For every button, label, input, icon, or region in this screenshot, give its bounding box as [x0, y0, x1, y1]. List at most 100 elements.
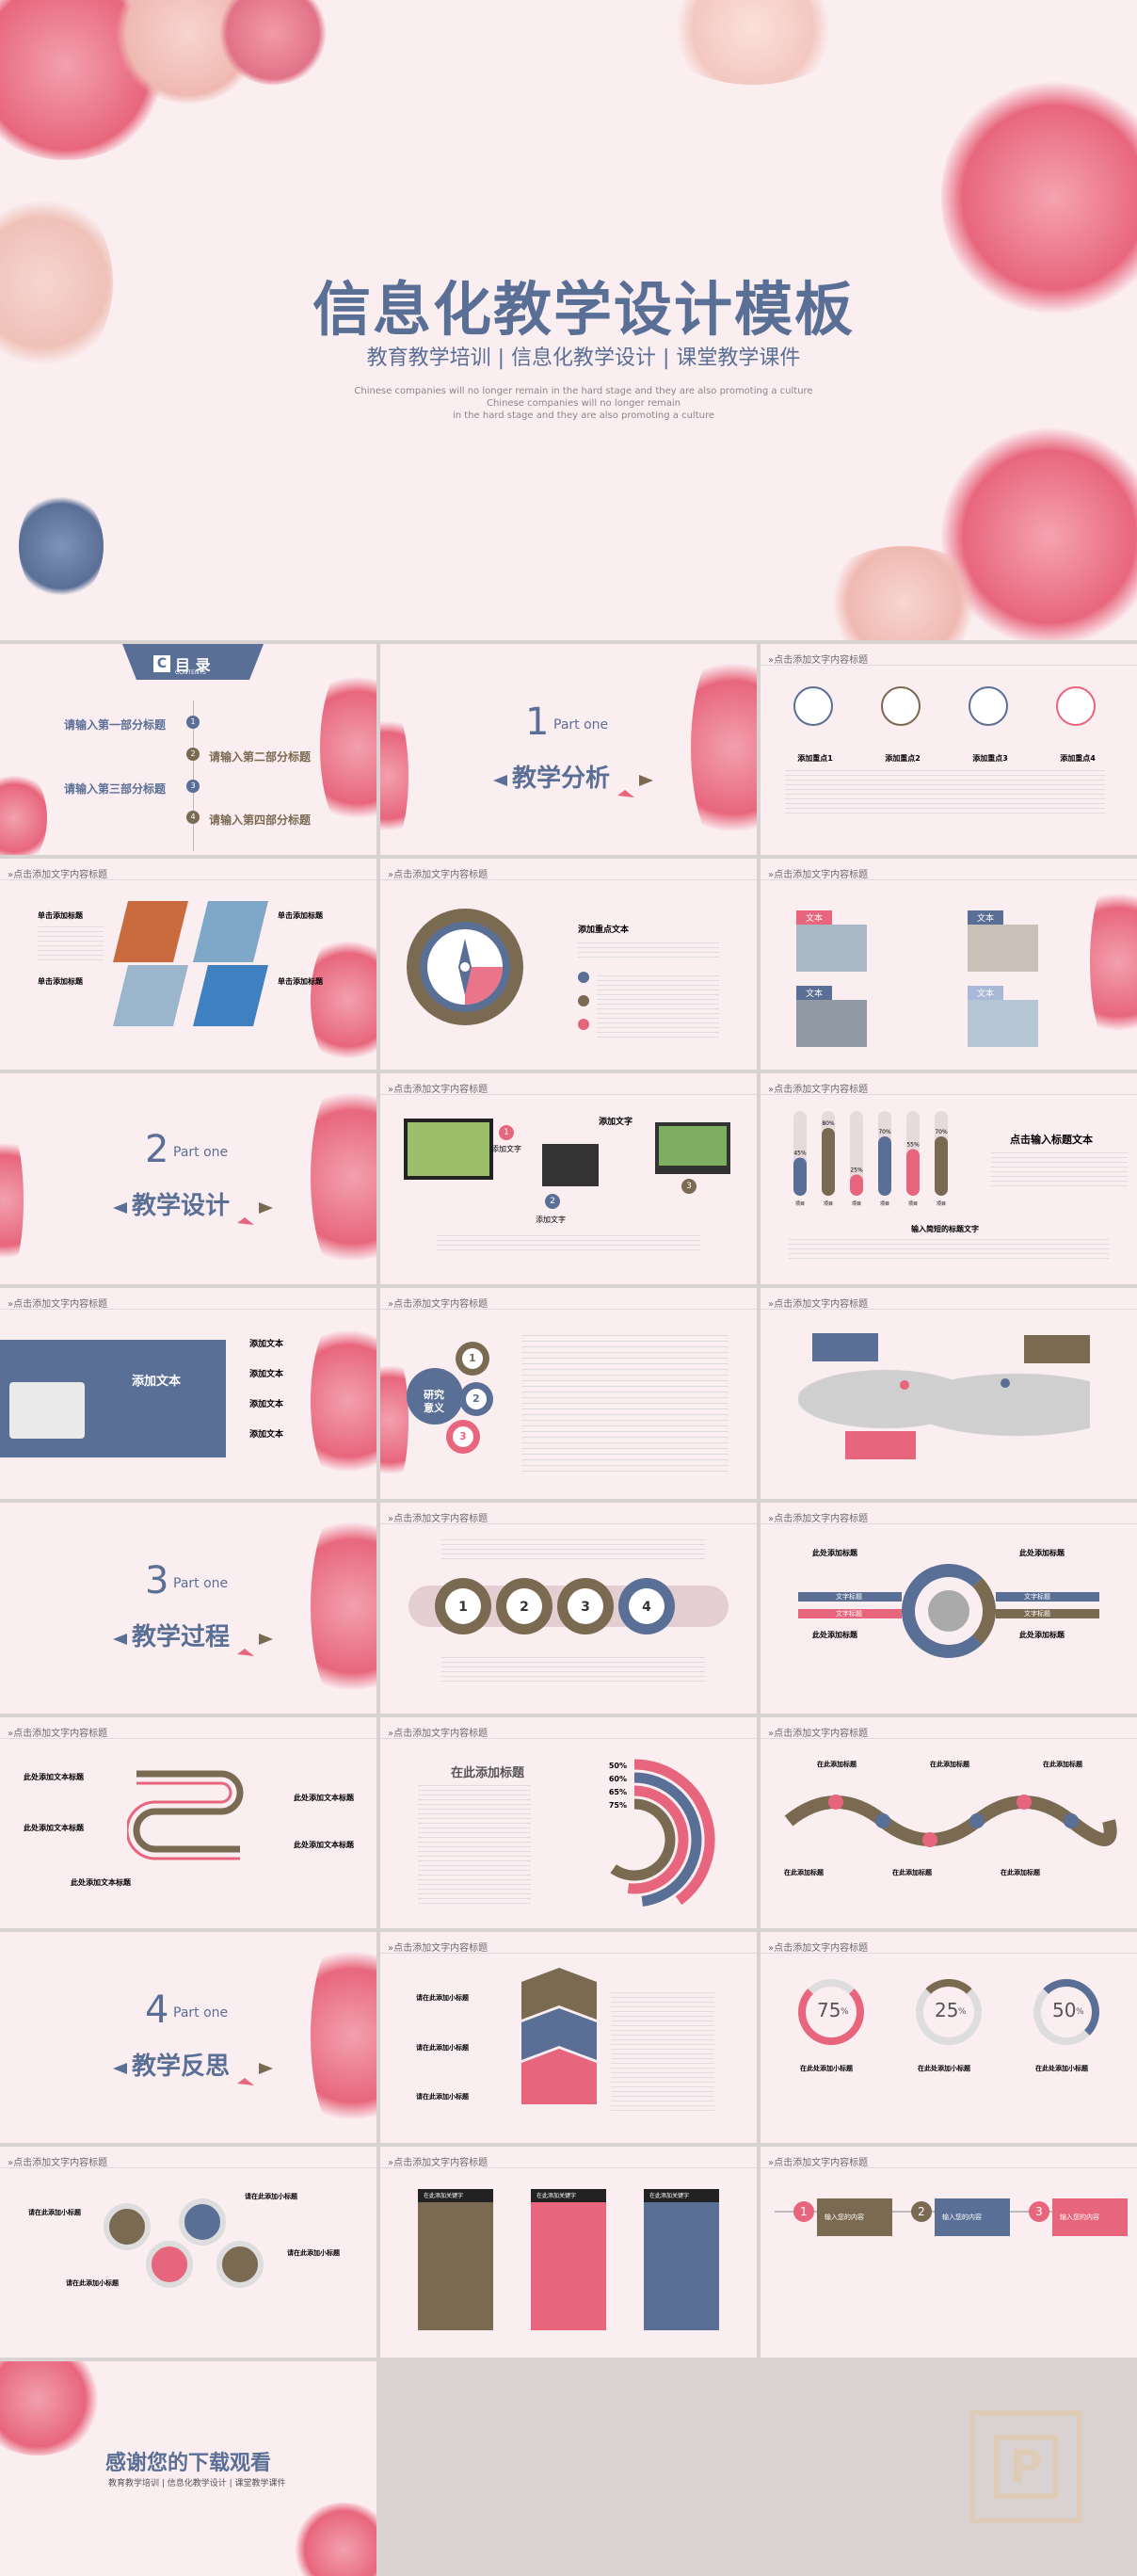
part-title: 教学设计 [132, 1192, 231, 1220]
slide-15: »点击添加文字内容标题 1 2 3 4 [380, 1503, 757, 1714]
tag: 文本 [796, 986, 833, 1000]
flower-decor [311, 925, 376, 1070]
category-label: 项目 [824, 1201, 833, 1207]
gears-diagram [407, 1342, 493, 1454]
banner-title: 添加文本 [132, 1375, 182, 1389]
slide-header: »点击添加文字内容标题 [8, 1299, 108, 1310]
title-4: 请在此添加小标题 [287, 2249, 340, 2257]
wave-title-2: 在此添加标题 [930, 1761, 969, 1768]
item-1: 添加文本 [249, 1340, 284, 1349]
slide-5: »点击添加文字内容标题 添加重点文本 [380, 859, 757, 1070]
flower-decor [320, 653, 376, 842]
category-label: 项目 [908, 1201, 918, 1207]
slide-header: »点击添加文字内容标题 [768, 1085, 869, 1095]
key-point-2: 添加重点2 [885, 754, 921, 763]
map-callout [845, 1431, 916, 1459]
toc-item-1[interactable]: 请输入第一部分标题 [64, 718, 167, 732]
slide-3: »点击添加文字内容标题 添加重点1 添加重点2 添加重点3 添加重点4 [761, 644, 1137, 855]
section-label: 单击添加标题 [38, 911, 83, 920]
key-point-4: 添加重点4 [1060, 754, 1096, 763]
body-text-lines [578, 939, 719, 958]
slide-header: »点击添加文字内容标题 [388, 1943, 488, 1954]
title-2: 请在此添加小标题 [245, 2193, 297, 2200]
flower-decor [659, 0, 847, 85]
page-en-line3: in the hard stage and they are also prom… [452, 411, 715, 421]
bar-label: 70% [878, 1129, 891, 1135]
ring-arc [633, 1759, 715, 1906]
slide-header: »点击添加文字内容标题 [768, 870, 869, 880]
slide-21: »点击添加文字内容标题 请在此添加小标题 请在此添加小标题 请在此添加小标题 [380, 1932, 757, 2143]
percent-1: 75 [817, 1999, 841, 2021]
snake-arrow [127, 1770, 244, 1860]
dot-icon [578, 995, 589, 1006]
body-text-lines [785, 766, 1105, 813]
svg-text:3: 3 [581, 1600, 590, 1615]
photo [113, 965, 188, 1026]
arrow-decor [493, 775, 653, 797]
ring-label: 75% [609, 1801, 627, 1810]
wave-title-5: 在此添加标题 [892, 1869, 932, 1876]
flower-decor [311, 1932, 376, 2143]
ring-label: 65% [609, 1788, 627, 1796]
box-text-2: 输入您的内容 [942, 2214, 982, 2221]
slide-header: »点击添加文字内容标题 [388, 1514, 488, 1524]
title-3: 请在此添加小标题 [66, 2279, 119, 2287]
gear-n1: 1 [469, 1352, 476, 1364]
wave-title-3: 在此添加标题 [1043, 1761, 1082, 1768]
category-label: 项目 [795, 1201, 805, 1207]
part-number: 1 [525, 700, 550, 744]
photo [113, 901, 188, 962]
section-label: 添加重点文本 [578, 926, 630, 935]
avatar [928, 1590, 969, 1632]
bar-label: 80% [822, 1120, 835, 1127]
bar [935, 1136, 948, 1196]
slide-header: »点击添加文字内容标题 [8, 870, 108, 880]
slide-19: »点击添加文字内容标题 在此添加标题 在此添加标题 在此添加标题 在此添加标题 … [761, 1717, 1137, 1928]
body-text-lines [437, 1232, 700, 1250]
slide-11: »点击添加文字内容标题 添加文本 添加文本 添加文本 添加文本 添加文本 [0, 1288, 376, 1499]
photo [796, 925, 867, 972]
bar-track [850, 1111, 863, 1196]
body-text-lines [441, 1536, 705, 1562]
map-pin-icon [1001, 1378, 1010, 1388]
slide-header: »点击添加文字内容标题 [768, 1943, 869, 1954]
part-number: 4 [145, 1988, 169, 2032]
body-text-lines [597, 972, 719, 1038]
card [531, 2189, 606, 2330]
box-text-3: 输入您的内容 [1060, 2214, 1099, 2221]
slide-25: »点击添加文字内容标题 1 2 3 输入您的内容 输入您的内容 输入您的内容 [761, 2147, 1137, 2358]
flower-decor [1090, 868, 1137, 1056]
slide-header: »点击添加文字内容标题 [768, 1299, 869, 1310]
bar [822, 1128, 835, 1196]
toc-item-2[interactable]: 请输入第二部分标题 [209, 750, 312, 764]
dot-icon [578, 1019, 589, 1030]
clock-icon [146, 2241, 193, 2288]
bar [878, 1136, 891, 1196]
toc-title: 目 录 [175, 656, 211, 674]
slide-header: »点击添加文字内容标题 [768, 655, 869, 666]
chart-sub: 输入简短的标题文字 [911, 1225, 979, 1233]
wifi-icon [216, 2241, 264, 2288]
part-number: 3 [145, 1559, 169, 1602]
laptop-image [655, 1122, 730, 1174]
tag: 文本 [968, 910, 1004, 925]
title-1: 此处添加文本标题 [24, 1773, 84, 1781]
icon-circle [1056, 686, 1096, 726]
bottom-title: 此处添加文本标题 [71, 1878, 131, 1887]
title-1: 此处添加标题 [812, 1549, 857, 1557]
gear-center-1: 研究 [424, 1389, 444, 1401]
toc-item-4[interactable]: 请输入第四部分标题 [209, 813, 312, 827]
slide-13: »点击添加文字内容标题 [761, 1288, 1137, 1499]
ring-arc [633, 1772, 702, 1907]
item-4: 添加文本 [249, 1430, 284, 1440]
toc-item-3[interactable]: 请输入第三部分标题 [64, 782, 167, 796]
label-3: 在此处添加小标题 [1035, 2065, 1088, 2072]
part-label: Part one [173, 1576, 229, 1591]
key-point-3: 添加重点3 [972, 754, 1008, 763]
step-3: 3 [1029, 2201, 1049, 2222]
step-box [935, 2198, 1010, 2236]
unit-1: % [841, 2007, 849, 2017]
slide-end: 感谢您的下载观看 教育教学培训 | 信息化教学设计 | 课堂教学课件 [0, 2361, 376, 2576]
box-text-1: 输入您的内容 [825, 2214, 864, 2221]
chat-icon [104, 2203, 151, 2250]
